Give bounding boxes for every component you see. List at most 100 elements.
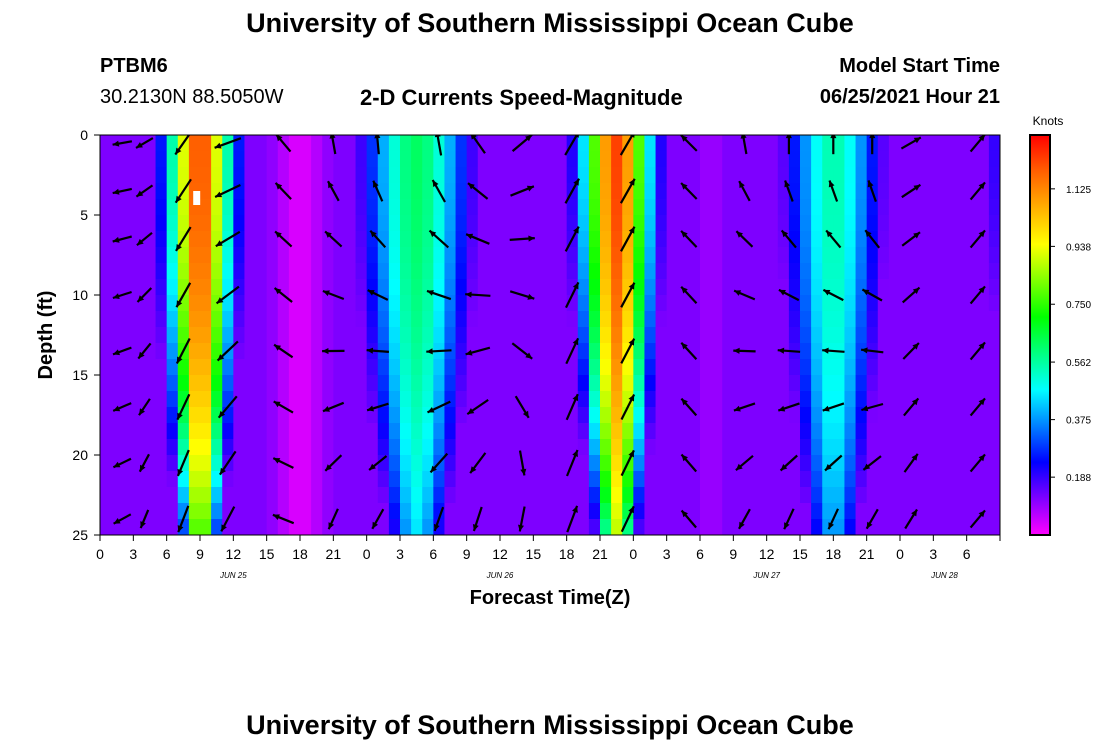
arrow-head	[322, 348, 329, 355]
heatmap-cell	[677, 199, 690, 216]
heatmap-cell	[944, 215, 957, 232]
arrow-head	[628, 178, 635, 186]
heatmap-cell	[411, 343, 423, 360]
heatmap-cell	[344, 167, 357, 184]
heatmap-cell	[255, 263, 268, 280]
heatmap-cell	[955, 327, 968, 344]
arrow-head	[177, 525, 184, 533]
heatmap-cell	[566, 439, 579, 456]
heatmap-cell	[277, 487, 290, 504]
heatmap-cell	[577, 487, 590, 504]
heatmap-cell	[844, 375, 857, 392]
heatmap-cell	[533, 407, 546, 424]
heatmap-cell	[788, 471, 801, 488]
heatmap-cell	[400, 183, 412, 200]
heatmap-cell	[655, 359, 668, 376]
arrow-head	[176, 244, 182, 251]
heatmap-cell	[111, 295, 123, 312]
heatmap-cell	[722, 455, 734, 472]
heatmap-cell	[344, 263, 357, 280]
heatmap-cell	[611, 327, 623, 344]
heatmap-cell	[711, 263, 723, 280]
heatmap-cell	[288, 519, 301, 535]
heatmap-cell	[755, 167, 768, 184]
heatmap-cell	[188, 471, 201, 488]
heatmap-cell	[588, 135, 601, 152]
heatmap-cell	[811, 295, 823, 312]
heatmap-cell	[955, 231, 968, 248]
heatmap-cell	[277, 263, 290, 280]
heatmap-cell	[211, 519, 223, 535]
heatmap-cell	[677, 391, 690, 408]
plot-frame	[99, 134, 1001, 536]
heatmap-cell	[122, 375, 134, 392]
heatmap-cell	[666, 263, 679, 280]
heatmap-cell	[344, 407, 357, 424]
heatmap-cell	[666, 135, 679, 152]
heatmap-cell	[633, 375, 646, 392]
heatmap-cell	[600, 167, 612, 184]
heatmap-cell	[544, 375, 557, 392]
heatmap-cell	[877, 327, 890, 344]
heatmap-cell	[455, 455, 468, 472]
x-tick-label: 9	[729, 546, 737, 562]
heatmap-cell	[166, 519, 179, 535]
heatmap-cell	[600, 391, 612, 408]
heatmap-cell	[522, 391, 534, 408]
heatmap-cell	[877, 487, 890, 504]
heatmap-cell	[466, 391, 479, 408]
arrow-head	[573, 135, 579, 138]
heatmap-cell	[722, 423, 734, 440]
heatmap-cell	[133, 343, 146, 360]
heatmap-cell	[411, 263, 423, 280]
heatmap-cell	[777, 471, 790, 488]
heatmap-cell	[688, 471, 701, 488]
heatmap-cell	[288, 311, 301, 328]
heatmap-cell	[922, 455, 934, 472]
heatmap-cell	[700, 359, 712, 376]
heatmap-cell	[111, 167, 123, 184]
arrow-head	[780, 464, 788, 471]
heatmap-cell	[366, 455, 379, 472]
heatmap-cell	[455, 343, 468, 360]
current-arrow	[177, 505, 190, 533]
current-arrow	[518, 450, 527, 476]
current-vectors	[112, 135, 986, 533]
heatmap-cell	[455, 167, 468, 184]
heatmap-cell	[588, 183, 601, 200]
heatmap-cell	[644, 471, 657, 488]
heatmap-cell	[133, 311, 146, 328]
heatmap-cell	[322, 359, 334, 376]
heatmap-cell	[166, 151, 179, 168]
heatmap-cell	[400, 487, 412, 504]
heatmap-cell	[222, 167, 234, 184]
arrow-head	[427, 290, 434, 296]
heatmap-cell	[955, 247, 968, 264]
heatmap-cell	[266, 311, 279, 328]
x-tick-label: 6	[163, 546, 171, 562]
arrow-head	[470, 135, 477, 140]
heatmap-cell	[988, 391, 1000, 408]
heatmap-cell	[677, 407, 690, 424]
heatmap-cell	[633, 423, 646, 440]
heatmap-cell	[522, 183, 534, 200]
heatmap-cell	[355, 247, 368, 264]
heatmap-cell	[888, 295, 901, 312]
x-tick-label: 12	[759, 546, 775, 562]
current-arrow	[901, 183, 922, 199]
heatmap-cell	[655, 279, 668, 296]
heatmap-cell	[411, 231, 423, 248]
heatmap-cell	[777, 375, 790, 392]
heatmap-cell	[955, 215, 968, 232]
heatmap-cell	[155, 199, 168, 216]
colorbar-tick-label: 0.938	[1066, 242, 1091, 253]
heatmap-cell	[411, 279, 423, 296]
heatmap-cell	[900, 135, 912, 152]
current-arrow	[969, 509, 986, 529]
heatmap-cell	[733, 375, 746, 392]
heatmap-cell	[100, 455, 112, 472]
heatmap-cell	[855, 359, 868, 376]
heatmap-cell	[211, 487, 223, 504]
heatmap-cell	[533, 295, 546, 312]
current-arrow	[138, 453, 150, 473]
